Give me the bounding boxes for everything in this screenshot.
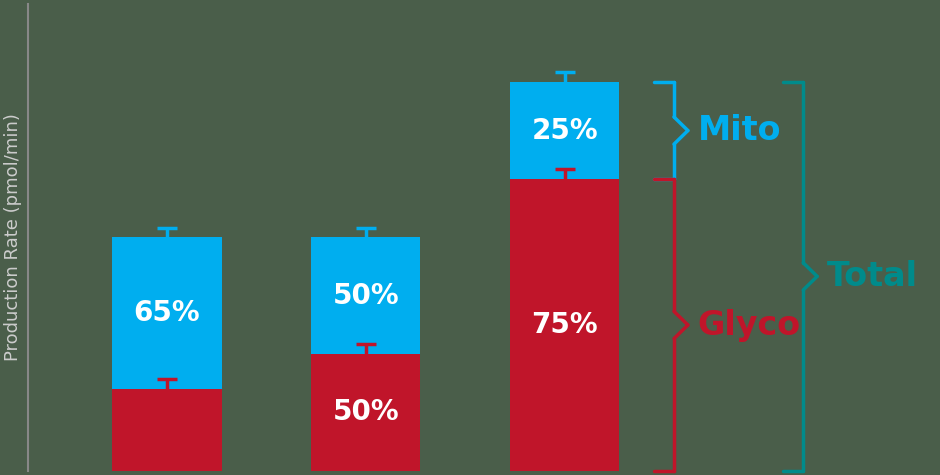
Y-axis label: Production Rate (pmol/min): Production Rate (pmol/min) (4, 114, 23, 361)
Bar (311, 238, 420, 354)
Text: Glyco: Glyco (697, 308, 801, 342)
Text: 50%: 50% (333, 399, 400, 427)
Text: 25%: 25% (531, 116, 598, 144)
Bar (311, 354, 420, 471)
Text: 65%: 65% (133, 299, 200, 327)
Text: 75%: 75% (531, 311, 598, 339)
Text: Mito: Mito (697, 114, 781, 147)
Text: Total: Total (827, 260, 918, 293)
Bar (112, 238, 222, 389)
Bar (509, 179, 619, 471)
Bar (509, 82, 619, 179)
Bar (112, 389, 222, 471)
Text: 50%: 50% (333, 282, 400, 310)
